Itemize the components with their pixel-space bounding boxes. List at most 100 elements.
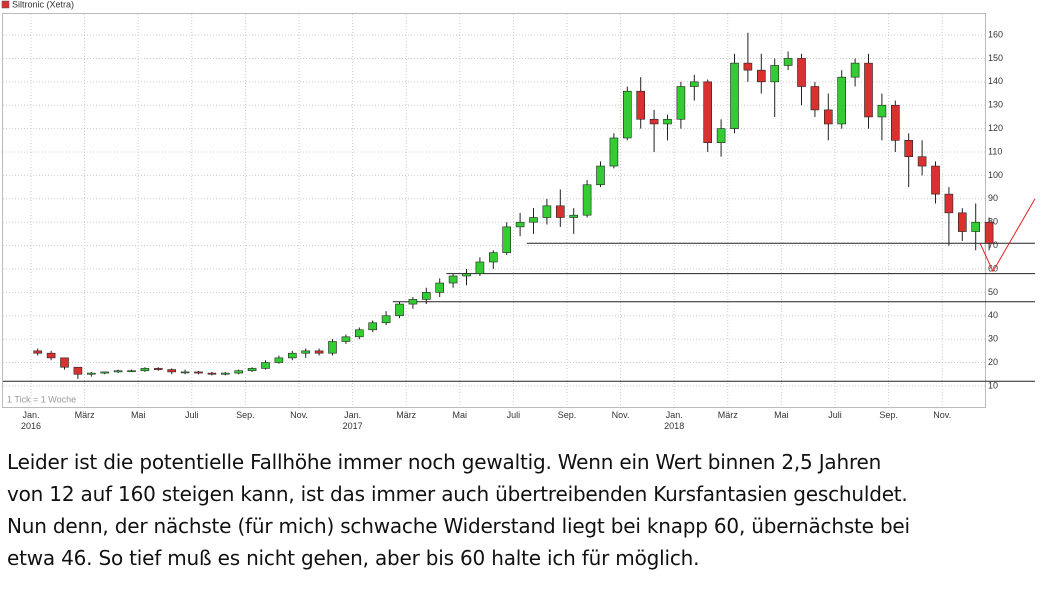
y-tick-label: 100 [988, 170, 1003, 180]
candle-body [649, 118, 659, 125]
x-tick-label: Jan. 2017 [343, 410, 363, 431]
candle-body [127, 370, 136, 373]
caption-line: etwa 46. So tief muß es nicht gehen, abe… [7, 546, 700, 570]
candle-body [904, 140, 914, 157]
y-tick-label: 80 [988, 217, 998, 227]
y-tick-label: 130 [988, 100, 1003, 110]
candle-body [180, 371, 190, 374]
candle-body [984, 221, 994, 244]
candle-body [408, 299, 418, 305]
candle-body [328, 341, 337, 354]
candle-body [917, 156, 927, 167]
projection-line [979, 198, 1036, 273]
candle-body [676, 86, 686, 120]
y-tick-label: 140 [988, 76, 1003, 86]
candle-body [314, 350, 324, 354]
x-tick-label: Nov. [290, 410, 308, 420]
y-tick-label: 40 [988, 310, 998, 320]
candle-body [341, 336, 351, 342]
y-tick-label: 10 [988, 380, 998, 390]
candle-body [582, 184, 592, 216]
x-tick-label: Jan. 2018 [664, 410, 684, 431]
candle-body [395, 303, 404, 317]
candle-body [716, 128, 726, 143]
x-tick-label: Sep. [558, 410, 577, 420]
candle-body [100, 371, 109, 374]
candle-body [368, 322, 378, 331]
legend-swatch [1, 0, 10, 9]
x-tick-label: Nov. [612, 410, 630, 420]
candle-body [113, 370, 123, 373]
candle-body [529, 217, 538, 223]
candle-body [261, 362, 270, 369]
candle-body [194, 371, 203, 374]
x-tick-label: Mai [453, 410, 468, 420]
candle-body [247, 368, 257, 372]
chart: Siltronic (Xetra) 1 Tick = 1 Woche 10 20 3… [1, 0, 1036, 431]
candle-body [167, 369, 176, 373]
caption-line: von 12 auf 160 steigen kann, ist das imm… [7, 482, 908, 506]
y-tick-label: 20 [988, 357, 998, 367]
candle-body [140, 368, 150, 372]
plot-frame [2, 13, 986, 408]
y-tick-label: 30 [988, 334, 998, 344]
candle-body [971, 221, 981, 232]
y-tick-label: 160 [988, 29, 1003, 39]
candle-body [931, 165, 940, 195]
caption-line: Nun denn, der nächste (für mich) schwach… [7, 514, 910, 538]
candle-body [703, 81, 713, 143]
candle-body [462, 273, 471, 277]
tick-note: 1 Tick = 1 Woche [7, 394, 76, 404]
candle-body [502, 226, 512, 253]
candle-body [770, 65, 780, 83]
candle-body [515, 221, 525, 228]
x-tick-label: Juli [507, 410, 521, 420]
x-tick-label: März [718, 410, 738, 420]
y-tick-label: 60 [988, 263, 998, 273]
candle-body [864, 62, 873, 118]
candle-body [448, 275, 458, 284]
candle-body [154, 368, 163, 370]
candle-body [475, 261, 485, 274]
x-tick-label: Mai [774, 410, 789, 420]
candle-body [596, 165, 605, 186]
x-tick-label: März [75, 410, 95, 420]
candle-body [837, 76, 847, 125]
candle-body [221, 372, 230, 375]
y-tick-label: 120 [988, 123, 1003, 133]
y-tick-label: 150 [988, 53, 1003, 63]
candle-body [957, 212, 967, 232]
candle-body [850, 62, 860, 78]
chart-title: Siltronic (Xetra) [12, 0, 74, 9]
candle-body [234, 370, 243, 374]
candle-body [287, 352, 297, 359]
y-tick-label: 70 [988, 240, 998, 250]
candle-body [689, 81, 699, 87]
x-tick-label: Juli [185, 410, 199, 420]
caption-line: Leider ist die potentielle Fallhöhe imme… [7, 450, 882, 474]
candle-body [797, 58, 806, 87]
candle-body [569, 214, 579, 218]
candle-body [301, 350, 311, 354]
candle-body [622, 90, 632, 139]
candle-body [381, 315, 391, 324]
candle-body [73, 366, 83, 375]
y-tick-label: 90 [988, 193, 998, 203]
candle-body [810, 86, 820, 111]
candle-body [890, 104, 900, 141]
candle-body [823, 109, 833, 125]
candle-body [274, 357, 284, 363]
x-tick-label: Sep. [879, 410, 898, 420]
candle-body [730, 62, 739, 129]
candle-body [46, 352, 56, 359]
candle-body [944, 193, 954, 214]
candle-body [743, 62, 753, 71]
candle-body [488, 252, 498, 263]
y-tick-label: 50 [988, 287, 998, 297]
y-tick-label: 110 [988, 146, 1002, 156]
x-tick-label: Mai [131, 410, 146, 420]
candle-body [207, 372, 217, 375]
candle-body [636, 90, 646, 120]
candle-body [783, 58, 793, 66]
